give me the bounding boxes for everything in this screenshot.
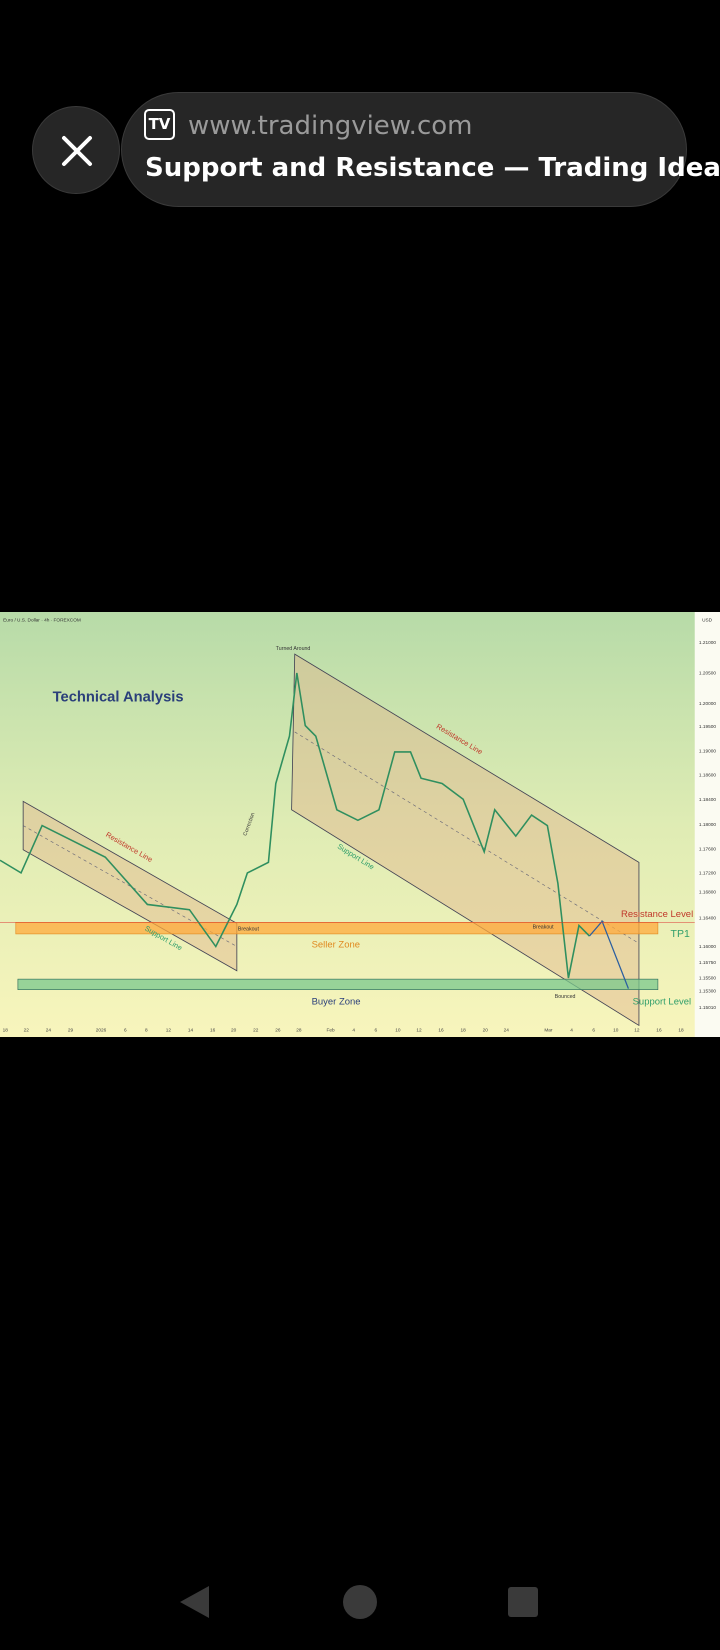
- time-label: 4: [352, 1028, 355, 1034]
- time-label: 18: [678, 1028, 684, 1034]
- nav-bar: [180, 1585, 538, 1619]
- time-label: 20: [483, 1028, 489, 1034]
- time-label: 8: [145, 1028, 148, 1034]
- time-label: 18: [461, 1028, 467, 1034]
- price-label: 1.16800: [699, 889, 716, 895]
- chart-image: Euro / U.S. Dollar · 4h · FOREXCOM USD Tec…: [0, 612, 720, 1037]
- time-label: 20: [231, 1028, 237, 1034]
- back-button[interactable]: [180, 1586, 209, 1618]
- page-title: Support and Resistance — Trading Idea…: [145, 153, 720, 183]
- price-label: 1.19500: [699, 724, 716, 730]
- time-label: 22: [253, 1028, 259, 1034]
- recents-button[interactable]: [508, 1587, 538, 1617]
- time-label: 16: [438, 1028, 444, 1034]
- midline: [294, 731, 640, 944]
- price-label: 1.15750: [699, 960, 716, 966]
- price-label: 1.20500: [699, 671, 716, 677]
- currency: USD: [702, 617, 713, 623]
- time-label: 4: [570, 1028, 573, 1034]
- price-label: 1.18600: [699, 773, 716, 779]
- price-label: 1.20000: [699, 701, 716, 707]
- time-label: 12: [166, 1028, 172, 1034]
- price-label: 1.15010: [699, 1005, 716, 1011]
- annotation: Bounced: [555, 994, 576, 1000]
- annotation: Resistance Level: [621, 909, 693, 920]
- site-icon: TV: [144, 109, 175, 140]
- time-label: 29: [68, 1028, 74, 1034]
- price-label: 1.15300: [699, 988, 716, 994]
- price-label: 1.16400: [699, 916, 716, 922]
- time-label: 24: [504, 1028, 510, 1034]
- time-label: 18: [3, 1028, 9, 1034]
- time-label: Mar: [544, 1028, 553, 1034]
- time-label: 6: [592, 1028, 595, 1034]
- price-axis: [694, 612, 720, 1037]
- time-label: 14: [188, 1028, 194, 1034]
- time-label: 28: [296, 1028, 302, 1034]
- time-label: 16: [210, 1028, 216, 1034]
- time-label: 24: [46, 1028, 52, 1034]
- url-bar[interactable]: TV www.tradingview.com Support and Resis…: [121, 92, 720, 207]
- price-label: 1.16000: [699, 944, 716, 950]
- url: www.tradingview.com: [188, 111, 473, 141]
- annotation: Seller Zone: [312, 940, 360, 951]
- price-label: 1.18000: [699, 822, 716, 828]
- annotation: Support Level: [633, 996, 691, 1007]
- price-label: 1.18400: [699, 797, 716, 803]
- price-label: 1.15500: [699, 976, 716, 982]
- price-label: 1.17200: [699, 870, 716, 876]
- annotation: TP1: [671, 928, 690, 940]
- time-label: 2026: [96, 1028, 107, 1034]
- time-label: Feb: [326, 1028, 335, 1034]
- seller-zone: [15, 922, 659, 935]
- buyer-zone: [17, 978, 659, 990]
- time-label: 22: [24, 1028, 30, 1034]
- close-button[interactable]: [32, 106, 120, 194]
- time-label: 12: [634, 1028, 640, 1034]
- home-button[interactable]: [343, 1585, 377, 1619]
- annotation: Buyer Zone: [312, 996, 361, 1007]
- symbol: Euro / U.S. Dollar · 4h · FOREXCOM: [3, 617, 81, 623]
- annotation: Breakout: [238, 927, 260, 933]
- projection-arrow: [588, 920, 630, 989]
- close-icon: [62, 136, 92, 166]
- time-label: 6: [374, 1028, 377, 1034]
- time-label: 10: [395, 1028, 401, 1034]
- time-label: 6: [124, 1028, 127, 1034]
- price-label: 1.21000: [699, 640, 716, 646]
- annotation: Breakout: [533, 925, 555, 931]
- time-label: 16: [656, 1028, 662, 1034]
- price-label: 1.17600: [699, 846, 716, 852]
- price-label: 1.19000: [699, 748, 716, 754]
- time-label: 26: [275, 1028, 281, 1034]
- time-label: 10: [613, 1028, 619, 1034]
- annotation: Turned Around: [276, 646, 311, 652]
- price-path: [0, 672, 591, 979]
- time-label: 12: [416, 1028, 422, 1034]
- chart-background: [0, 612, 720, 1037]
- analysis-title: Technical Analysis: [53, 689, 184, 705]
